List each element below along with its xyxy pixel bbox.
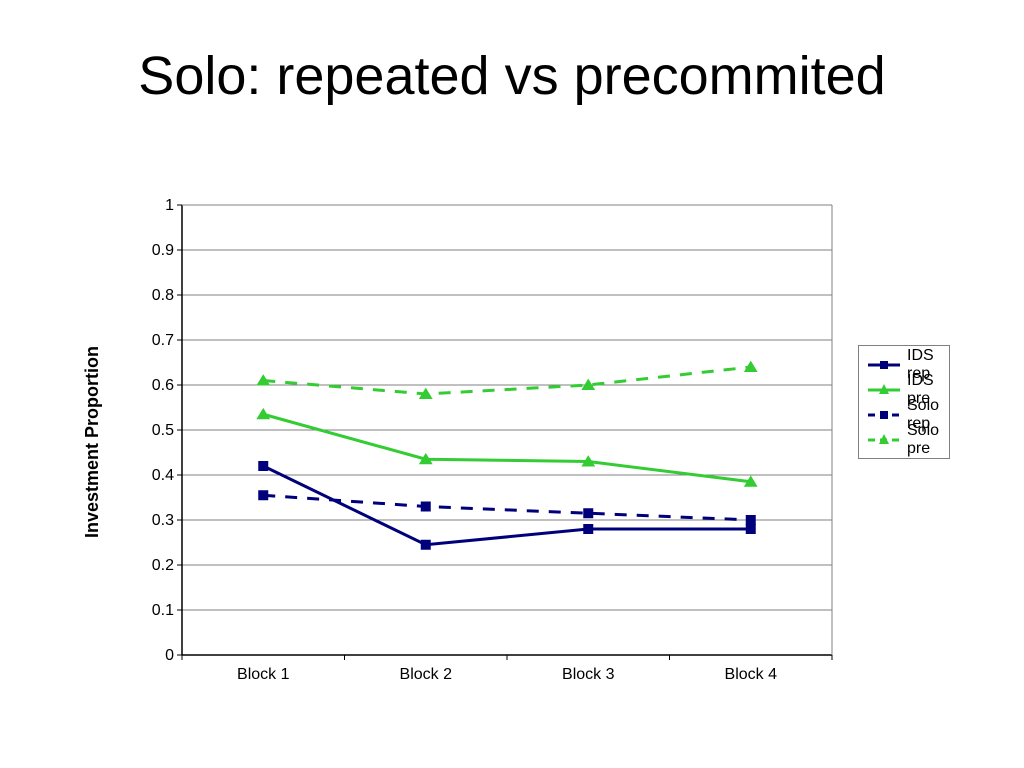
svg-text:0: 0 [165, 647, 174, 664]
svg-text:0.7: 0.7 [152, 332, 174, 349]
legend-label: Solo pre [907, 422, 939, 458]
svg-text:0.2: 0.2 [152, 557, 174, 574]
legend-swatch [867, 381, 901, 399]
svg-text:0.4: 0.4 [152, 467, 174, 484]
legend-swatch [867, 406, 901, 424]
svg-text:Block 3: Block 3 [562, 666, 615, 683]
chart-legend: IDS repIDS preSolo repSolo pre [858, 345, 950, 459]
svg-text:0.3: 0.3 [152, 512, 174, 529]
svg-text:Block 2: Block 2 [400, 666, 453, 683]
svg-text:0.6: 0.6 [152, 377, 174, 394]
legend-item: Solo pre [867, 427, 939, 452]
y-axis-label: Investment Proportion [82, 346, 103, 538]
svg-text:0.9: 0.9 [152, 242, 174, 259]
slide-title: Solo: repeated vs precommited [0, 45, 1024, 107]
chart-container: 0 0.1 0.2 0.3 0.4 0.5 0.6 0.7 0.8 0.9 1 Block 1 Bloc… [60, 195, 950, 695]
svg-text:0.5: 0.5 [152, 422, 174, 439]
line-chart: 0 0.1 0.2 0.3 0.4 0.5 0.6 0.7 0.8 0.9 1 Block 1 Bloc… [60, 195, 950, 695]
svg-text:Block 1: Block 1 [237, 666, 290, 683]
svg-text:Block 4: Block 4 [725, 666, 778, 683]
svg-text:0.8: 0.8 [152, 287, 174, 304]
legend-swatch [867, 356, 901, 374]
svg-text:0.1: 0.1 [152, 602, 174, 619]
legend-swatch [867, 431, 901, 449]
slide: Solo: repeated vs precommited 0 0.1 0.2 0.3… [0, 0, 1024, 768]
svg-text:1: 1 [165, 197, 174, 214]
